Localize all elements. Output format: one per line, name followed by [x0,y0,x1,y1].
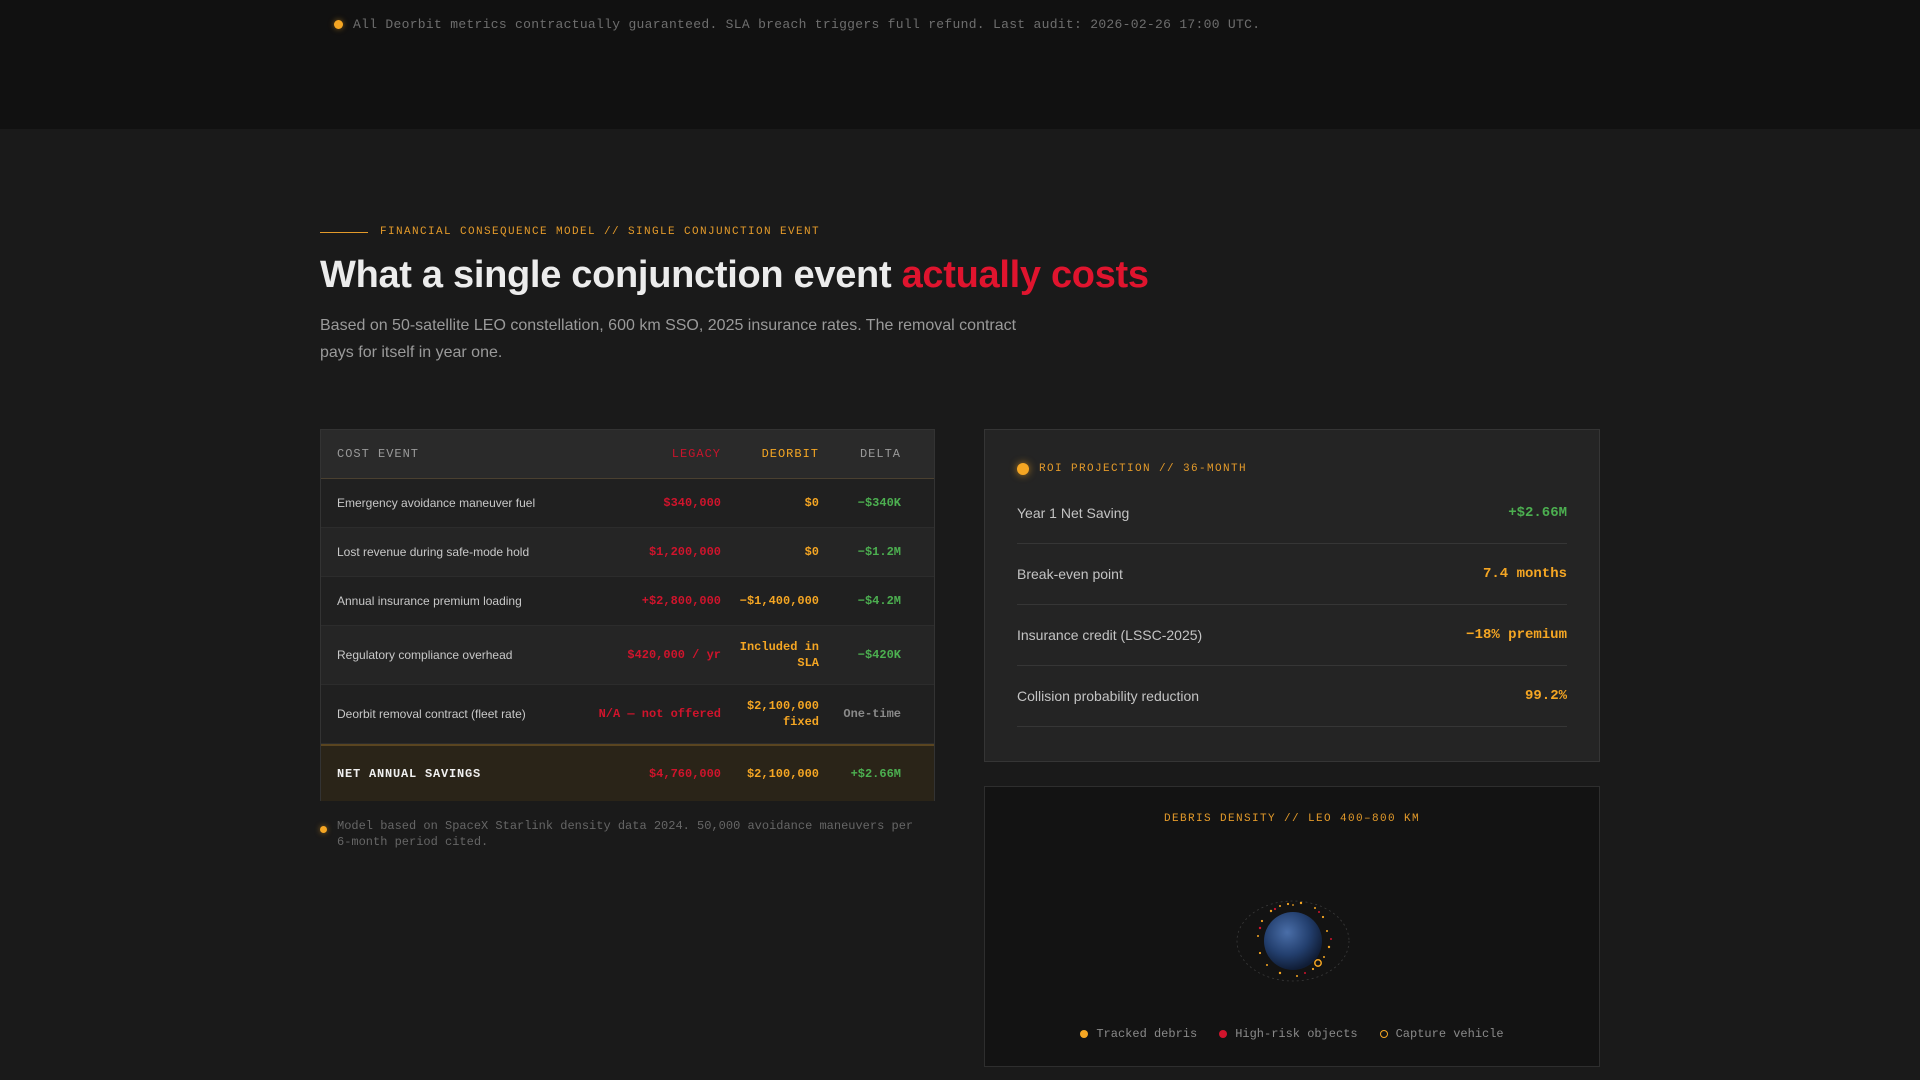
table-footnote: Model based on SpaceX Starlink density d… [320,818,920,850]
row-deorbit: Included in SLA [739,640,819,670]
table-total-row: NET ANNUAL SAVINGS $4,760,000 $2,100,000… [321,744,934,801]
top-band [0,0,1920,129]
roi-title: ROI PROJECTION // 36-MONTH [1039,463,1248,475]
roi-row: Year 1 Net Saving +$2.66M [1017,483,1567,544]
row-legacy: $420,000 / yr [627,648,721,662]
roi-value: +$2.66M [1508,505,1567,521]
header-delta: DELTA [859,447,901,461]
tracked-debris-dot-icon [1080,1030,1089,1038]
page-title: What a single conjunction event actually… [320,254,1149,297]
page-title-main: What a single conjunction event [320,254,902,296]
roi-label: Year 1 Net Saving [1017,505,1130,521]
row-legacy: $1,200,000 [648,545,721,559]
roi-row: Insurance credit (LSSC-2025) −18% premiu… [1017,605,1567,666]
row-deorbit: $2,100,000 fixed [746,699,819,729]
header-legacy: LEGACY [671,447,721,461]
total-deorbit: $2,100,000 [746,766,819,781]
table-row: Emergency avoidance maneuver fuel $340,0… [321,479,934,528]
section-eyebrow: FINANCIAL CONSEQUENCE MODEL // SINGLE CO… [320,226,820,238]
eyebrow-text: FINANCIAL CONSEQUENCE MODEL // SINGLE CO… [380,226,821,238]
roi-dot-icon [1017,463,1029,475]
roi-card: ROI PROJECTION // 36-MONTH Year 1 Net Sa… [984,429,1600,762]
density-title: DEBRIS DENSITY // LEO 400–800 KM [1163,813,1421,825]
debris-density-card: DEBRIS DENSITY // LEO 400–800 KM [984,786,1600,1067]
roi-row: Collision probability reduction 99.2% [1017,666,1567,727]
table-row: Deorbit removal contract (fleet rate) N/… [321,685,934,744]
row-deorbit: $0 [804,496,819,510]
row-delta: −$1.2M [857,545,901,559]
row-delta: −$340K [857,496,901,510]
row-delta: One-time [843,707,901,721]
total-legacy: $4,760,000 [648,766,721,781]
roi-value: 7.4 months [1482,566,1567,582]
legend-item-high-risk: High-risk objects [1219,1027,1358,1041]
roi-row: Break-even point 7.4 months [1017,544,1567,605]
row-event: Regulatory compliance overhead [337,648,513,662]
header-deorbit: DEORBIT [761,447,819,461]
row-delta: −$4.2M [857,594,901,608]
sla-notice-text: All Deorbit metrics contractually guaran… [353,17,1261,32]
footnote-text: Model based on SpaceX Starlink density d… [337,819,914,849]
high-risk-dot-icon [1219,1030,1228,1038]
legend-item-capture: Capture vehicle [1379,1027,1504,1041]
row-deorbit: −$1,400,000 [739,594,819,608]
table-header: COST EVENT LEGACY DEORBIT DELTA [321,430,934,479]
sla-notice: All Deorbit metrics contractually guaran… [334,17,1260,32]
earth-globe-icon [1236,900,1350,982]
table-row: Lost revenue during safe-mode hold $1,20… [321,528,934,577]
row-legacy: +$2,800,000 [641,594,721,608]
row-legacy: N/A — not offered [598,707,721,721]
row-event: Lost revenue during safe-mode hold [337,545,530,559]
roi-label: Break-even point [1017,566,1123,582]
roi-header: ROI PROJECTION // 36-MONTH [1017,463,1567,475]
row-event: Emergency avoidance maneuver fuel [337,496,536,510]
legend-label: High-risk objects [1235,1027,1358,1041]
total-delta: +$2.66M [850,766,901,781]
page-title-accent: actually costs [901,254,1149,296]
roi-value: 99.2% [1524,688,1567,704]
row-deorbit: $0 [804,545,819,559]
density-legend: Tracked debris High-risk objects Capture… [985,1027,1599,1041]
cost-table: COST EVENT LEGACY DEORBIT DELTA Emergenc… [320,429,935,801]
eyebrow-divider [320,231,368,233]
roi-label: Collision probability reduction [1017,688,1200,704]
capture-vehicle-ring-icon [1379,1030,1388,1038]
table-row: Annual insurance premium loading +$2,800… [321,577,934,626]
status-dot-icon [334,20,343,29]
roi-value: −18% premium [1466,627,1567,643]
page-subtitle: Based on 50-satellite LEO constellation,… [320,317,1017,361]
legend-item-tracked: Tracked debris [1080,1027,1197,1041]
table-row: Regulatory compliance overhead $420,000 … [321,626,934,685]
row-legacy: $340,000 [663,496,721,510]
row-event: Annual insurance premium loading [337,594,522,608]
legend-label: Tracked debris [1096,1027,1198,1041]
total-event: NET ANNUAL SAVINGS [337,766,482,781]
roi-label: Insurance credit (LSSC-2025) [1017,627,1203,643]
footnote-dot-icon [320,826,327,833]
header-event: COST EVENT [337,447,420,461]
row-event: Deorbit removal contract (fleet rate) [337,707,526,721]
legend-label: Capture vehicle [1395,1027,1504,1041]
row-delta: −$420K [857,648,901,662]
